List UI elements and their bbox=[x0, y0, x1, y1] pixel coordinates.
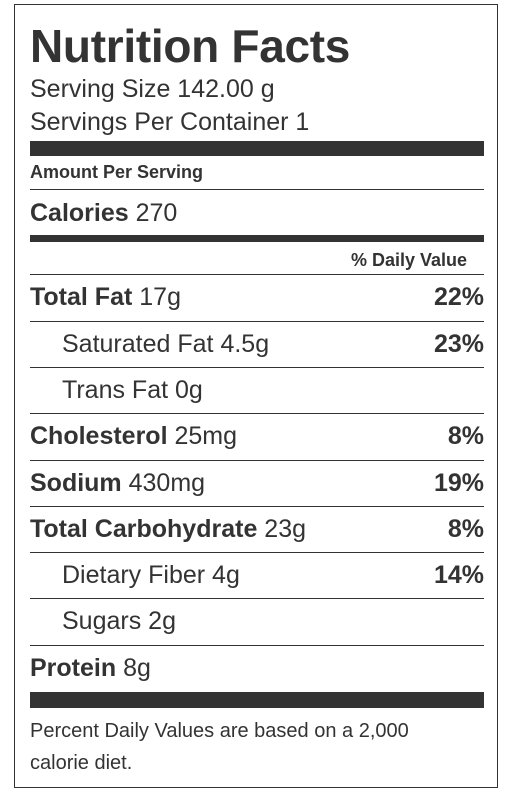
nutrient-dv: 14% bbox=[433, 561, 484, 589]
nutrient-amount: 2g bbox=[148, 607, 176, 635]
nutrient-row-sugars: Sugars 2g bbox=[30, 599, 484, 645]
nutrient-name: Total Fat bbox=[30, 283, 133, 311]
servings-per-container: Servings Per Container 1 bbox=[30, 108, 310, 136]
nutrient-name: Sodium bbox=[30, 469, 122, 497]
divider-dv bbox=[30, 274, 484, 275]
nutrient-dv: 8% bbox=[447, 422, 484, 450]
calories-label: Calories bbox=[30, 199, 129, 227]
nutrient-name: Sugars bbox=[62, 607, 142, 635]
serving-size: Serving Size 142.00 g bbox=[30, 75, 275, 103]
divider-thick-bottom bbox=[30, 692, 484, 708]
nutrient-row-total-carbohydrate: Total Carbohydrate 23g 8% bbox=[30, 507, 484, 553]
nutrient-dv: 23% bbox=[433, 330, 484, 358]
nutrient-amount: 4g bbox=[212, 561, 240, 589]
divider bbox=[30, 645, 484, 646]
divider-medium bbox=[30, 235, 484, 242]
nutrient-row-protein: Protein 8g bbox=[30, 646, 484, 692]
nutrient-dv: 22% bbox=[433, 283, 484, 311]
divider bbox=[30, 598, 484, 599]
nutrient-name: Protein bbox=[30, 654, 117, 682]
nutrient-dv: 8% bbox=[447, 515, 484, 543]
calories-value: 270 bbox=[135, 199, 178, 227]
daily-value-header: % Daily Value bbox=[350, 250, 467, 270]
divider-amount bbox=[30, 189, 484, 190]
nutrient-dv: 19% bbox=[433, 469, 484, 497]
divider bbox=[30, 413, 484, 414]
nutrient-amount: 25mg bbox=[174, 422, 238, 450]
divider bbox=[30, 552, 484, 553]
nutrient-row-cholesterol: Cholesterol 25mg 8% bbox=[30, 414, 484, 460]
nutrient-name: Total Carbohydrate bbox=[30, 515, 258, 543]
nutrient-name: Trans Fat bbox=[62, 376, 169, 404]
divider bbox=[30, 506, 484, 507]
nutrient-row-trans-fat: Trans Fat 0g bbox=[30, 368, 484, 414]
divider bbox=[30, 460, 484, 461]
nutrition-label: Nutrition Facts Serving Size 142.00 g Se… bbox=[14, 4, 498, 788]
divider bbox=[30, 321, 484, 322]
footnote: Percent Daily Values are based on a 2,00… bbox=[30, 720, 409, 774]
nutrient-row-sodium: Sodium 430mg 19% bbox=[30, 461, 484, 507]
nutrient-name: Saturated Fat bbox=[62, 330, 214, 358]
nutrient-amount: 430mg bbox=[128, 469, 206, 497]
calories-row: Calories 270 bbox=[30, 199, 177, 228]
nutrient-row-dietary-fiber: Dietary Fiber 4g 14% bbox=[30, 553, 484, 599]
nutrient-name: Cholesterol bbox=[30, 422, 168, 450]
nutrient-name: Dietary Fiber bbox=[62, 561, 206, 589]
nutrient-amount: 17g bbox=[139, 283, 181, 311]
divider bbox=[30, 367, 484, 368]
nutrient-amount: 8g bbox=[123, 654, 151, 682]
divider-thick-top bbox=[30, 141, 484, 156]
nutrient-amount: 0g bbox=[175, 376, 203, 404]
amount-per-serving: Amount Per Serving bbox=[30, 162, 204, 182]
nutrient-amount: 23g bbox=[264, 515, 307, 543]
nutrient-amount: 4.5g bbox=[220, 330, 270, 358]
nutrient-row-saturated-fat: Saturated Fat 4.5g 23% bbox=[30, 322, 484, 368]
label-title: Nutrition Facts bbox=[30, 20, 351, 72]
nutrient-row-total-fat: Total Fat 17g 22% bbox=[30, 275, 484, 321]
